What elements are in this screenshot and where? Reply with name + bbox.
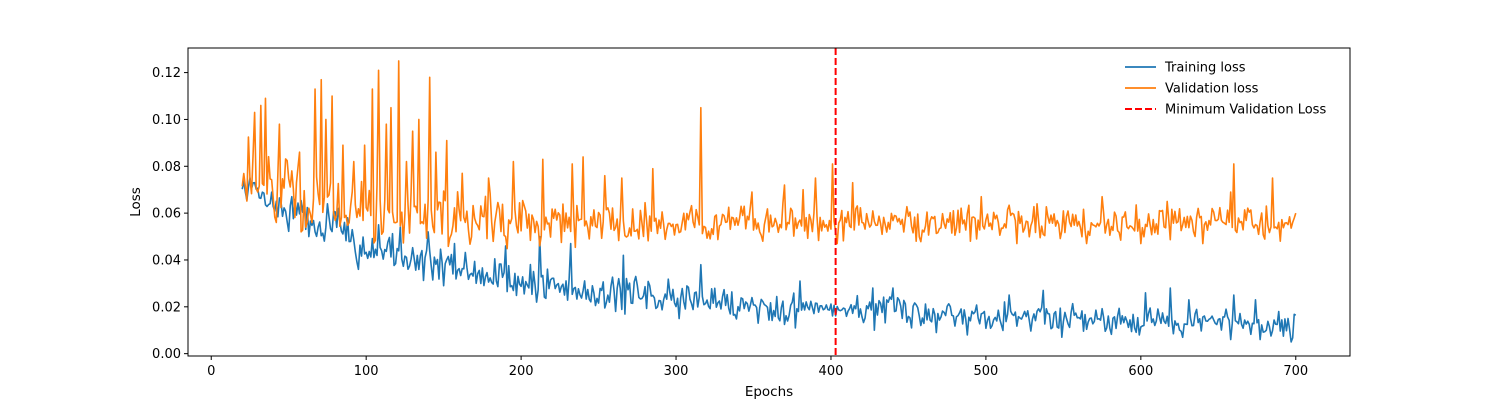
legend: Training loss Validation loss Minimum Vali… <box>1125 61 1326 118</box>
x-axis-title: Epochs <box>745 384 793 400</box>
legend-label: Minimum Validation Loss <box>1165 103 1326 118</box>
y-tick-label: 0.10 <box>152 113 181 128</box>
legend-label: Training loss <box>1164 61 1246 76</box>
y-tick-label: 0.12 <box>152 66 181 81</box>
x-tick-label: 0 <box>207 364 215 379</box>
x-tick-label: 400 <box>819 364 844 379</box>
x-tick-label: 300 <box>664 364 689 379</box>
training-loss-line <box>241 177 1297 343</box>
legend-label: Validation loss <box>1165 82 1259 97</box>
y-tick-label: 0.00 <box>152 347 181 362</box>
x-tick-label: 100 <box>354 364 379 379</box>
axes-frame <box>187 47 1351 357</box>
x-tick-label: 200 <box>509 364 534 379</box>
y-tick-label: 0.08 <box>152 160 181 175</box>
x-tick-label: 500 <box>973 364 998 379</box>
x-axis-ticks: 0 100 200 300 400 500 600 700 <box>207 356 1308 379</box>
validation-loss-line <box>241 60 1297 250</box>
plot-lines <box>241 48 1297 356</box>
y-tick-label: 0.04 <box>152 253 181 268</box>
y-axis-title: Loss <box>128 187 144 217</box>
x-tick-label: 600 <box>1128 364 1153 379</box>
y-tick-label: 0.06 <box>152 207 181 222</box>
y-tick-label: 0.02 <box>152 300 181 315</box>
y-axis-ticks: 0.00 0.02 0.04 0.06 0.08 0.10 0.12 <box>152 66 188 362</box>
x-tick-label: 700 <box>1283 364 1308 379</box>
